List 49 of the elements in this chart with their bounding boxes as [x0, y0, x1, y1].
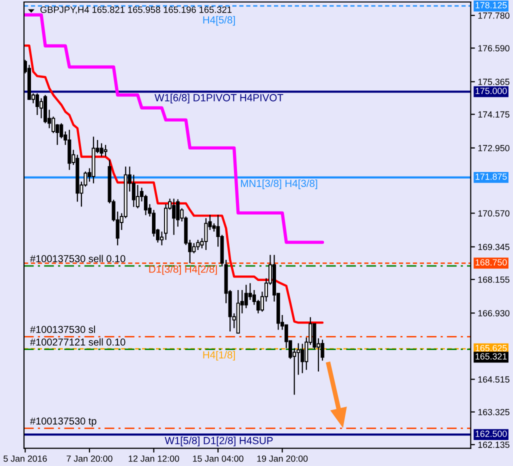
candlestick [100, 142, 104, 157]
x-tick-label: 7 Jan 20:00 [66, 455, 112, 462]
y-tick-label: 170.570 [478, 210, 510, 217]
ref-line-label: #100277121 sell 0.10 [30, 338, 126, 346]
candlestick [244, 284, 248, 309]
ref-line-label: #100137530 sl [30, 326, 95, 334]
candlestick [40, 98, 44, 119]
candlestick [300, 343, 304, 374]
y-tick-label: 177.780 [478, 12, 510, 19]
y-tick-label: 164.515 [478, 376, 510, 383]
candlestick [132, 174, 136, 208]
ref-line-label: W1[6/8] D1PIVOT H4PIVOT [154, 94, 284, 104]
candlestick [172, 198, 176, 236]
y-tick-label: 175.365 [478, 78, 510, 85]
annotation: 162.500 [476, 430, 507, 437]
y-tick-label: 172.950 [478, 144, 510, 152]
x-tick-label: 15 Jan 04:00 [193, 455, 244, 462]
y-tick-label: 166.930 [478, 310, 510, 316]
chart-title: GBPJPY,H4 165.821 165.958 165.196 165.321 [40, 6, 232, 14]
ref-line-label: H4[1/8] [203, 350, 235, 361]
y-tick-label: 169.345 [478, 244, 510, 250]
annotation: 165.625 [476, 344, 507, 352]
y-tick-label: 176.590 [478, 45, 510, 52]
annotation: 178.125 [476, 2, 507, 8]
y-tick-label: 168.155 [478, 276, 510, 283]
ref-line-label: #100137530 tp [30, 418, 96, 427]
ref-line-label: D1[3/8] H4[2/8] [149, 265, 217, 275]
candlestick [68, 129, 72, 170]
candlestick [104, 144, 108, 157]
y-tick-label: 163.325 [478, 408, 510, 416]
x-tick-label: 19 Jan 20:00 [257, 455, 308, 462]
ref-line-label: W1[5/8] D1[2/8] H4SUP [164, 436, 273, 446]
candlestick [136, 184, 140, 209]
annotation: 175.000 [476, 88, 507, 94]
annotation: 171.875 [476, 174, 507, 180]
ref-line-label: #100137530 sell 0.10 [30, 254, 126, 262]
candlestick [196, 239, 200, 251]
candlestick [204, 218, 208, 251]
ref-line-label: MN1[3/8] H4[3/8] [241, 180, 318, 190]
x-tick-label: 12 Jan 12:00 [128, 455, 180, 462]
ref-line-label: H4[5/8] [203, 16, 235, 26]
y-tick-label: 174.175 [478, 111, 510, 118]
annotation: 165.321 [476, 353, 507, 360]
candlestick [192, 242, 196, 254]
line-series [24, 13, 324, 244]
x-tick-label: 5 Jan 2016 [4, 455, 47, 462]
y-tick-label: 162.135 [478, 442, 510, 448]
annotation: 168.750 [476, 259, 507, 266]
candlestick [35, 92, 40, 116]
